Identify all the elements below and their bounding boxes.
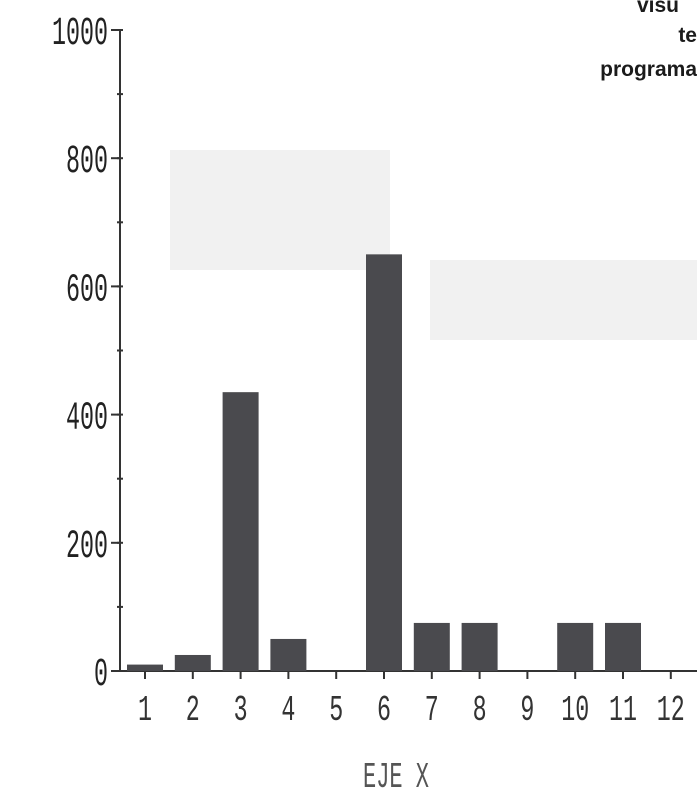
x-tick-label-8: 8 (473, 690, 487, 731)
bar-6 (366, 254, 402, 671)
y-tick-label: 1000 (52, 12, 108, 57)
bar-11 (605, 622, 641, 671)
scan-shading-2 (430, 260, 697, 340)
y-tick-label: 0 (94, 653, 108, 698)
bar-2 (174, 654, 211, 671)
corner-text-line-2: te (678, 24, 697, 47)
y-tick-label: 800 (66, 140, 108, 185)
x-tick-label-6: 6 (377, 690, 391, 731)
bar-8 (461, 622, 498, 671)
x-tick-label-3: 3 (234, 690, 248, 731)
x-tick-label-9: 9 (520, 690, 534, 731)
scan-shading (170, 150, 390, 270)
x-tick-label-1: 1 (138, 690, 152, 731)
x-tick-label-4: 4 (281, 690, 295, 731)
x-tick-label-10: 10 (561, 690, 589, 731)
x-tick-label-7: 7 (425, 690, 439, 731)
y-tick-label: 600 (66, 268, 108, 313)
corner-text-line-3: programa (600, 58, 697, 81)
bar-1 (127, 664, 163, 671)
x-tick-label-2: 2 (186, 690, 200, 731)
x-tick-label-12: 12 (657, 690, 685, 731)
bar-3 (222, 392, 259, 671)
bar-4 (270, 638, 307, 671)
bar-7 (413, 622, 450, 671)
x-axis-title: EJE X (363, 757, 429, 795)
x-tick-label-11: 11 (609, 690, 637, 731)
y-tick-label: 400 (66, 397, 108, 442)
y-tick-label: 200 (66, 525, 108, 570)
bar-10 (557, 622, 594, 671)
x-tick-label-5: 5 (329, 690, 343, 731)
corner-text-line-1: visu (636, 0, 679, 17)
